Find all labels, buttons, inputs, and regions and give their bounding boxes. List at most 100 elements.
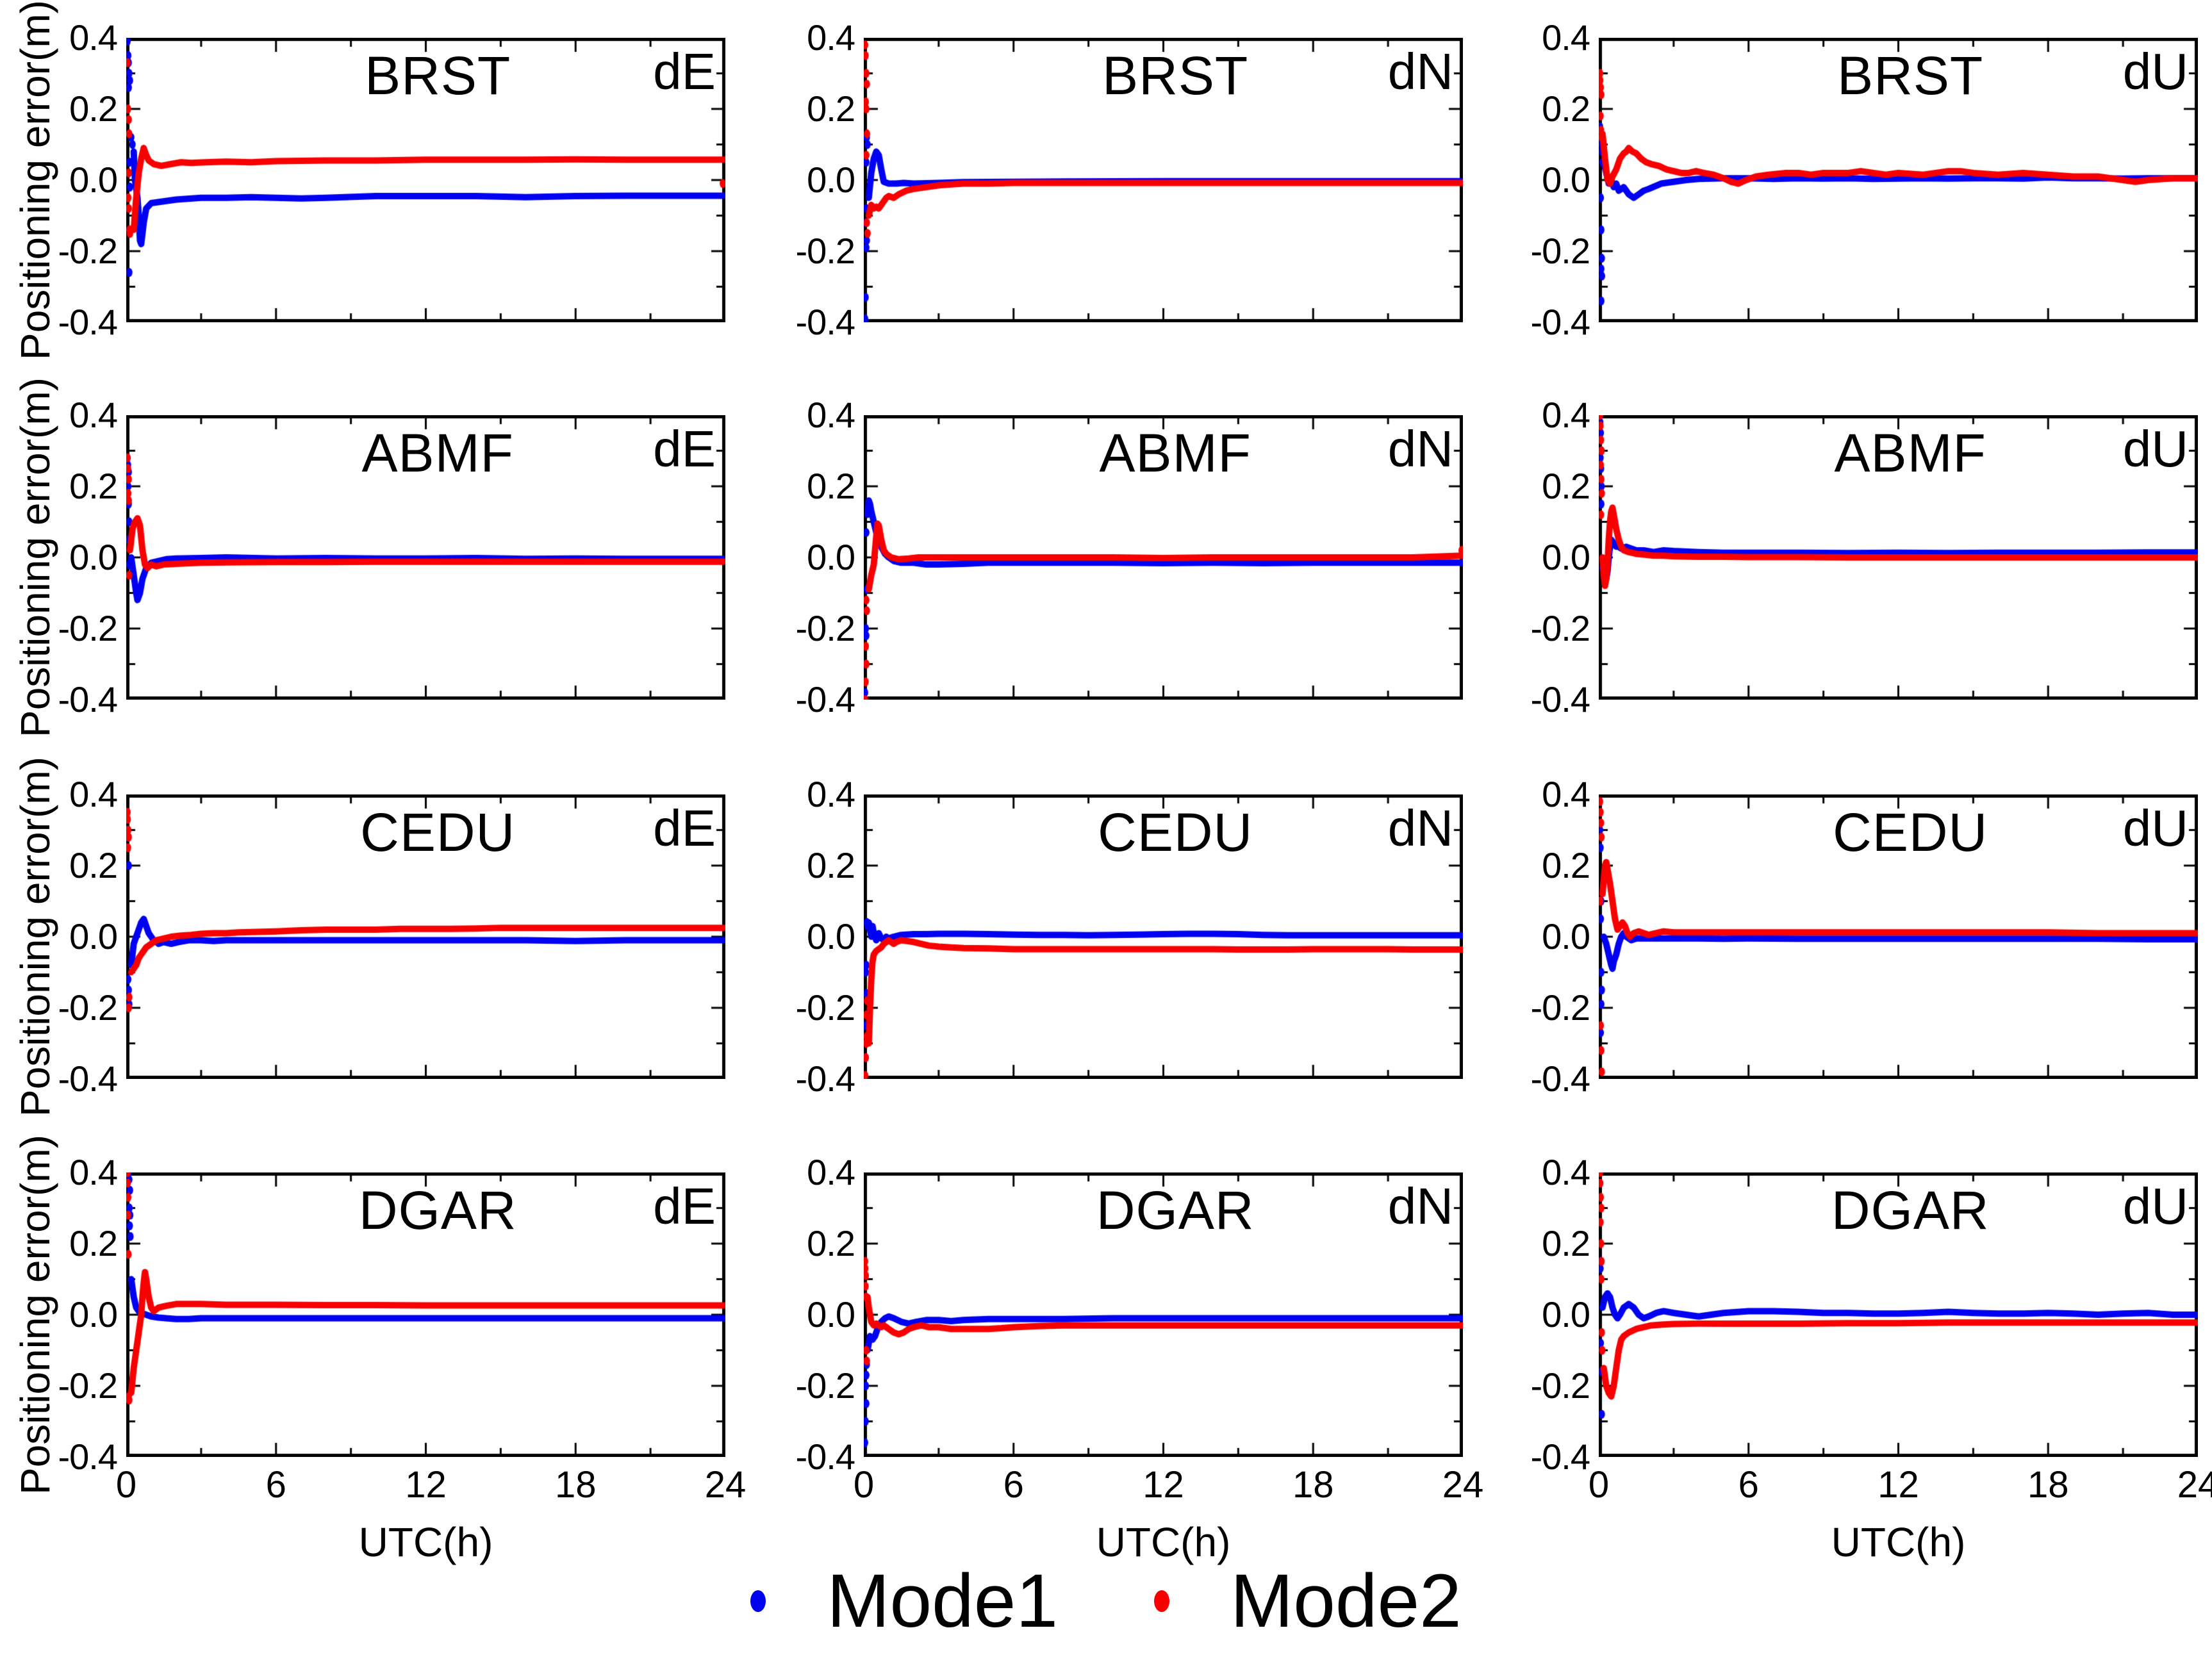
y-tick-label: 0.2 — [69, 845, 118, 885]
y-tick-label: 0.4 — [807, 395, 855, 435]
legend: Mode1 Mode2 — [0, 1562, 2212, 1640]
y-tick-label: -0.4 — [795, 679, 856, 720]
component-label-DGAR-dE: dE — [653, 1178, 716, 1235]
y-tick-label: 0.0 — [1542, 916, 1590, 957]
y-tick-label: 0.4 — [807, 774, 855, 814]
plot-canvas-DGAR-dU — [1599, 1172, 2198, 1457]
station-label-ABMF-dE: ABMF — [361, 423, 514, 483]
plot-canvas-ABMF-dU — [1599, 415, 2198, 700]
y-tick-label: 0.0 — [807, 1294, 855, 1335]
y-tick-label: -0.2 — [795, 608, 856, 648]
component-label-BRST-dE: dE — [653, 43, 716, 100]
station-label-DGAR-dE: DGAR — [358, 1180, 517, 1240]
y-tick-label: 0.4 — [807, 1152, 855, 1192]
x-tick-label: 18 — [554, 1464, 597, 1506]
plot-canvas-ABMF-dE — [126, 415, 725, 700]
plot-canvas-BRST-dN — [864, 38, 1463, 322]
y-tick-label: -0.4 — [58, 302, 119, 342]
x-tick-label: 12 — [405, 1464, 447, 1506]
y-tick-label: -0.2 — [1530, 231, 1591, 271]
y-tick-label: -0.4 — [1530, 1058, 1591, 1099]
x-tick-label: 0 — [853, 1464, 875, 1506]
y-tick-label: 0.2 — [807, 1223, 855, 1263]
y-tick-label: -0.4 — [795, 302, 856, 342]
y-tick-label: 0.2 — [1542, 1223, 1590, 1263]
plot-canvas-DGAR-dN — [864, 1172, 1463, 1457]
y-tick-label: 0.4 — [69, 774, 118, 814]
y-tick-label: -0.4 — [795, 1058, 856, 1099]
y-tick-label: 0.4 — [69, 17, 118, 58]
y-tick-label: -0.4 — [1530, 1436, 1591, 1477]
y-tick-label: 0.0 — [69, 537, 118, 577]
y-tick-label: 0.4 — [1542, 395, 1590, 435]
plot-canvas-CEDU-dE — [126, 794, 725, 1079]
plot-canvas-CEDU-dN — [864, 794, 1463, 1079]
y-tick-label: -0.4 — [1530, 302, 1591, 342]
y-tick-label: -0.4 — [58, 1436, 119, 1477]
station-label-ABMF-dN: ABMF — [1099, 423, 1251, 483]
y-tick-label: 0.2 — [807, 466, 855, 506]
plot-canvas-BRST-dU — [1599, 38, 2198, 322]
station-label-DGAR-dN: DGAR — [1096, 1180, 1255, 1240]
plot-canvas-BRST-dE — [126, 38, 725, 322]
x-tick-label: 24 — [704, 1464, 747, 1506]
y-tick-label: 0.2 — [69, 466, 118, 506]
station-label-BRST-dU: BRST — [1837, 45, 1984, 106]
x-tick-label: 18 — [2027, 1464, 2069, 1506]
plot-canvas-ABMF-dN — [864, 415, 1463, 700]
legend-item-mode1: Mode1 — [750, 1562, 1058, 1640]
y-tick-label: 0.0 — [807, 160, 855, 200]
component-label-DGAR-dU: dU — [2122, 1178, 2188, 1235]
station-label-BRST-dN: BRST — [1102, 45, 1249, 106]
x-tick-label: 6 — [1003, 1464, 1024, 1506]
x-tick-label: 24 — [2177, 1464, 2212, 1506]
y-tick-label: -0.2 — [795, 1365, 856, 1406]
component-label-ABMF-dU: dU — [2122, 420, 2188, 477]
y-axis-title: Positioning error(m) — [12, 1135, 58, 1495]
y-tick-label: -0.2 — [1530, 608, 1591, 648]
station-label-BRST-dE: BRST — [365, 45, 511, 106]
y-tick-label: 0.2 — [69, 88, 118, 129]
x-tick-label: 18 — [1292, 1464, 1334, 1506]
legend-item-mode2: Mode2 — [1154, 1562, 1462, 1640]
y-tick-label: -0.2 — [58, 231, 119, 271]
y-tick-label: 0.0 — [69, 160, 118, 200]
station-label-DGAR-dU: DGAR — [1831, 1180, 1990, 1240]
x-axis-title: UTC(h) — [1096, 1519, 1231, 1565]
plot-canvas-CEDU-dU — [1599, 794, 2198, 1079]
y-tick-label: 0.2 — [807, 88, 855, 129]
y-tick-label: -0.4 — [1530, 679, 1591, 720]
y-tick-label: -0.2 — [58, 608, 119, 648]
y-tick-label: 0.0 — [807, 537, 855, 577]
y-tick-label: 0.0 — [1542, 160, 1590, 200]
y-tick-label: -0.4 — [795, 1436, 856, 1477]
plot-canvas-DGAR-dE — [126, 1172, 725, 1457]
legend-label-mode2: Mode2 — [1230, 1559, 1462, 1643]
y-tick-label: -0.4 — [58, 1058, 119, 1099]
y-tick-label: -0.2 — [795, 231, 856, 271]
station-label-CEDU-dU: CEDU — [1833, 802, 1988, 862]
component-label-BRST-dN: dN — [1387, 43, 1453, 100]
y-tick-label: -0.2 — [795, 987, 856, 1028]
mode2-marker-icon — [1154, 1590, 1169, 1612]
legend-label-mode1: Mode1 — [827, 1559, 1058, 1643]
y-tick-label: 0.4 — [807, 17, 855, 58]
y-tick-label: 0.0 — [807, 916, 855, 957]
y-tick-label: 0.2 — [1542, 466, 1590, 506]
y-tick-label: 0.2 — [69, 1223, 118, 1263]
component-label-ABMF-dE: dE — [653, 420, 716, 477]
y-tick-label: 0.4 — [1542, 17, 1590, 58]
component-label-CEDU-dU: dU — [2122, 800, 2188, 857]
x-axis-title: UTC(h) — [358, 1519, 493, 1565]
y-tick-label: -0.4 — [58, 679, 119, 720]
y-tick-label: 0.4 — [1542, 1152, 1590, 1192]
x-tick-label: 6 — [265, 1464, 286, 1506]
y-tick-label: -0.2 — [1530, 987, 1591, 1028]
component-label-BRST-dU: dU — [2122, 43, 2188, 100]
y-tick-label: 0.0 — [1542, 537, 1590, 577]
y-tick-label: 0.0 — [69, 1294, 118, 1335]
component-label-CEDU-dE: dE — [653, 800, 716, 857]
component-label-DGAR-dN: dN — [1387, 1178, 1453, 1235]
x-tick-label: 12 — [1143, 1464, 1184, 1506]
y-tick-label: 0.2 — [807, 845, 855, 885]
